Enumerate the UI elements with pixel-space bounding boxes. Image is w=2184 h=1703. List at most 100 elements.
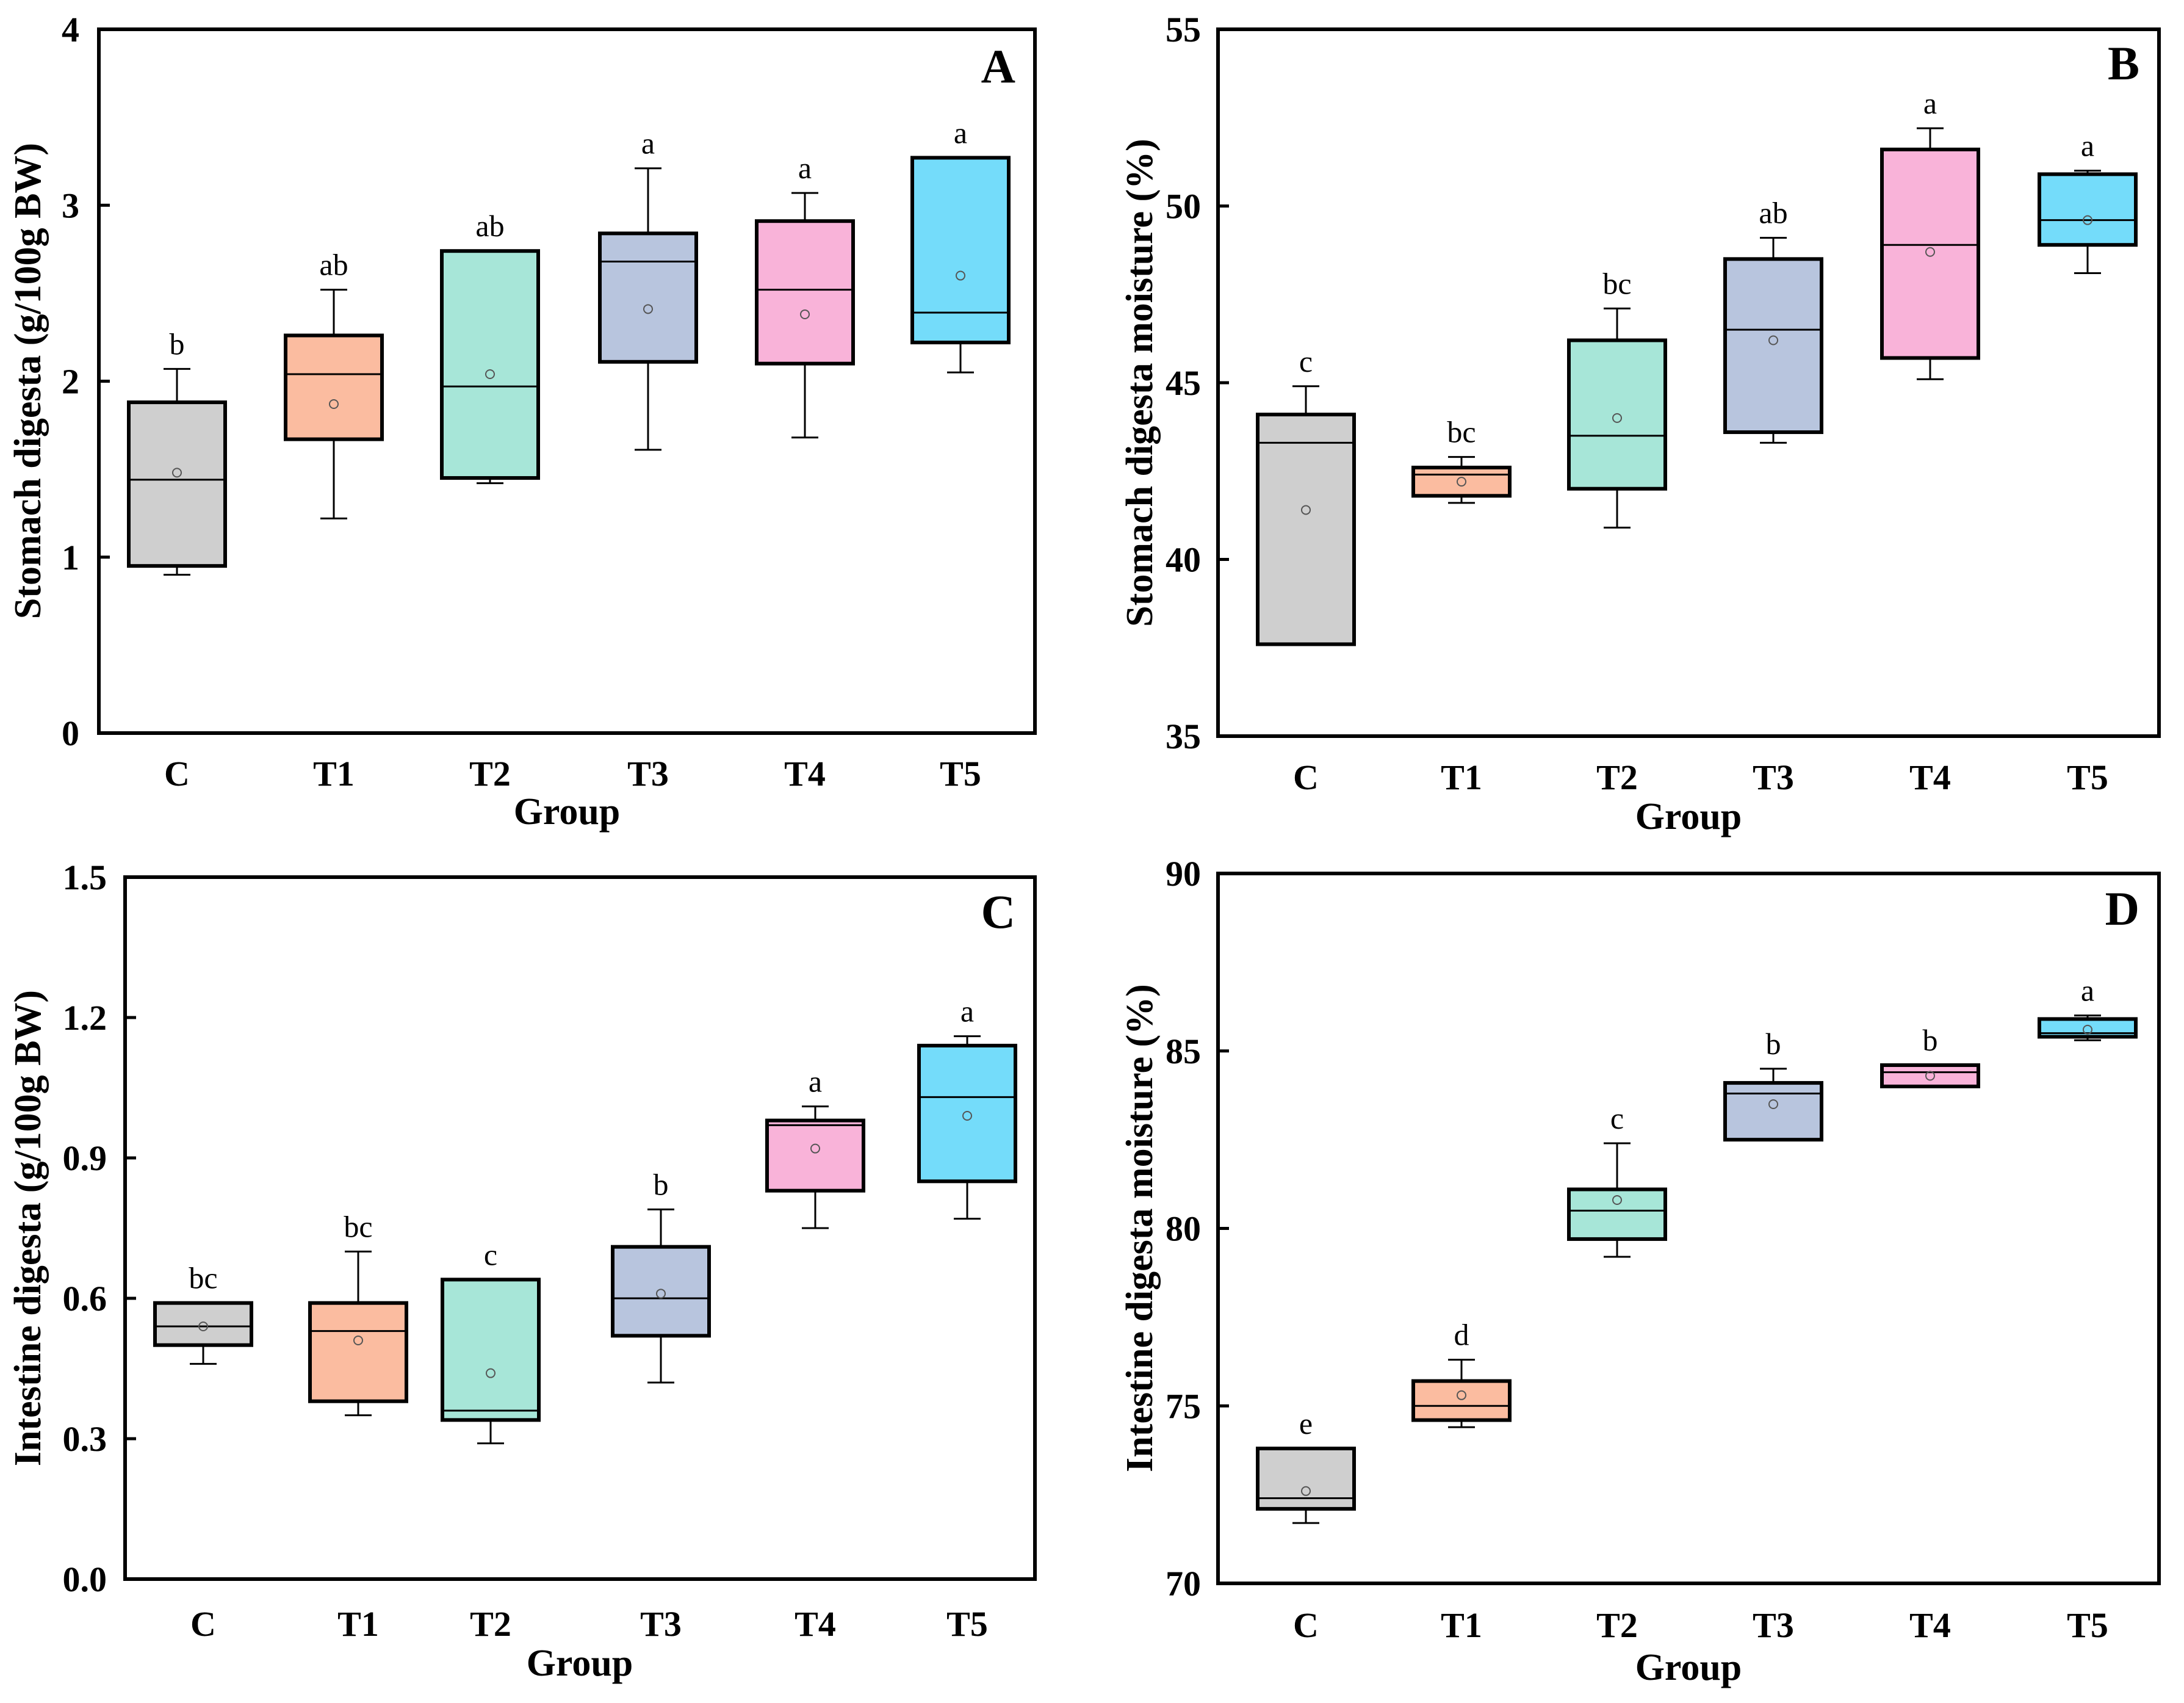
panel-c-significance-letter: a (809, 1065, 822, 1099)
panel-c-mean-marker (656, 1289, 666, 1299)
panel-a-box-t2 (440, 249, 540, 480)
panel-d-mean-marker (1457, 1390, 1466, 1400)
panel-a-y-axis-title: Stomach digesta (g/100g BW) (7, 143, 49, 619)
panel-a-box-t5 (910, 156, 1011, 345)
panel-c-x-tick-label: T2 (470, 1604, 511, 1644)
panel-c-significance-letter: bc (344, 1209, 372, 1243)
panel-b-x-tick-label: T5 (2067, 757, 2108, 797)
panel-c-mean-marker (198, 1322, 208, 1331)
panel-d-box-t3 (1723, 1081, 1823, 1142)
panel-a-y-tick-label: 1 (62, 538, 79, 577)
panel-c-x-tick-label: T1 (337, 1604, 379, 1644)
panel-b-significance-letter: a (1923, 86, 1937, 120)
panel-b-y-tick-label: 50 (1166, 187, 1201, 226)
panel-d-x-tick-label: C (1293, 1605, 1319, 1645)
panel-d-mean-marker (1768, 1099, 1778, 1109)
panel-d-y-tick-label: 90 (1166, 854, 1201, 894)
panel-a-significance-letter: ab (319, 248, 348, 282)
panel-b-mean-marker (1612, 413, 1622, 423)
panel-c-plot-frame (123, 875, 1037, 1581)
panel-b-mean-marker (2083, 215, 2092, 225)
panel-a-box-t4 (755, 219, 855, 366)
panel-a-mean-marker (485, 369, 495, 379)
panel-a-box-c (127, 400, 227, 568)
panel-a-box-t1 (284, 333, 384, 441)
panel-a-mean-marker (643, 304, 653, 314)
panel-a-x-tick-label: T4 (784, 754, 826, 794)
panel-b-x-tick-label: T3 (1753, 757, 1794, 797)
panel-b-x-tick-label: C (1293, 757, 1319, 797)
panel-d-mean-marker (2083, 1024, 2092, 1035)
panel-d-chart: D Group Intestine digesta moisture (%) 7… (1119, 854, 2161, 1688)
panel-d-y-tick-label: 85 (1166, 1032, 1201, 1071)
panel-b-significance-letter: bc (1602, 266, 1631, 300)
panel-a-x-tick-label: T2 (469, 754, 511, 794)
panel-a-significance-letter: a (641, 126, 655, 161)
panel-c-y-tick-label: 0.3 (63, 1419, 107, 1459)
panel-b-y-tick-label: 45 (1166, 363, 1201, 403)
panel-a-plot-frame (97, 27, 1037, 735)
panel-b-x-axis-title: Group (1635, 796, 1742, 837)
panel-d-x-tick-label: T3 (1753, 1605, 1794, 1645)
panel-c-significance-letter: bc (189, 1261, 217, 1295)
panel-a-x-tick-label: C (164, 754, 190, 794)
panel-c-box-t2 (441, 1278, 541, 1422)
panel-d-box-c (1256, 1447, 1356, 1511)
panel-c-mean-marker (962, 1111, 972, 1121)
panel-b-mean-marker (1925, 247, 1935, 257)
panel-c-y-tick-label: 1.2 (63, 998, 107, 1038)
panel-c-box-t3 (611, 1245, 711, 1338)
panel-a-significance-letter: ab (475, 209, 504, 243)
panel-d-significance-letter: b (1923, 1023, 1938, 1057)
panel-c-label: C (981, 885, 1015, 938)
panel-c-significance-letter: a (960, 994, 974, 1029)
panel-a-x-axis-title: Group (514, 791, 621, 833)
panel-d-y-axis-title: Intestine digesta moisture (%) (1119, 984, 1161, 1472)
panel-a-y-tick-label: 3 (62, 186, 79, 225)
panel-c-y-axis-title: Intestine digesta (g/100g BW) (7, 990, 49, 1466)
panel-b-x-tick-label: T2 (1596, 757, 1638, 797)
panel-c-box-t1 (308, 1301, 408, 1403)
panel-b-box-t4 (1880, 147, 1980, 360)
panel-b-significance-letter: bc (1447, 415, 1476, 449)
panel-a-mean-marker (956, 270, 965, 281)
panel-c-y-tick-label: 0.9 (63, 1138, 107, 1178)
panel-b-chart: B Group Stomach digesta moisture (%) 35 4… (1119, 10, 2161, 837)
panel-d-significance-letter: d (1454, 1318, 1469, 1352)
panel-c-chart: C Group Intestine digesta (g/100g BW) 0.… (7, 858, 1037, 1684)
panel-b-significance-letter: ab (1759, 196, 1787, 230)
panel-d-y-tick-label: 70 (1166, 1564, 1201, 1604)
panel-c-x-tick-label: T3 (640, 1604, 682, 1644)
panel-b-y-axis-title: Stomach digesta moisture (%) (1119, 139, 1161, 627)
panel-d-significance-letter: c (1610, 1101, 1624, 1135)
panel-a-chart: A Group Stomach digesta (g/100g BW) 0 1 2 3… (7, 10, 1037, 833)
panel-c-x-tick-label: C (190, 1604, 216, 1644)
panel-c-significance-letter: b (654, 1167, 669, 1201)
panel-c-y-tick-label: 0.0 (63, 1560, 107, 1599)
panel-c-x-tick-label: T4 (795, 1604, 836, 1644)
panel-c-mean-marker (353, 1336, 363, 1345)
panel-d-significance-letter: e (1299, 1406, 1313, 1441)
panel-b-significance-letter: c (1299, 344, 1313, 378)
panel-b-x-tick-label: T4 (1909, 757, 1951, 797)
panel-b-y-tick-label: 40 (1166, 540, 1201, 580)
panel-d-box-t2 (1567, 1187, 1667, 1241)
panel-b-x-tick-label: T1 (1441, 757, 1482, 797)
panel-d-x-axis-title: Group (1635, 1647, 1742, 1688)
panel-a-box-t3 (598, 231, 698, 364)
panel-c-y-tick-label: 1.5 (63, 858, 107, 897)
panel-a-x-tick-label: T5 (940, 754, 981, 794)
panel-d-y-tick-label: 80 (1166, 1209, 1201, 1249)
panel-a-mean-marker (800, 309, 810, 319)
panel-d-mean-marker (1925, 1071, 1935, 1081)
panel-a-significance-letter: a (798, 151, 812, 185)
panel-d-label: D (2105, 882, 2139, 935)
panel-c-box-t5 (917, 1044, 1017, 1184)
panel-a-y-tick-label: 4 (62, 10, 79, 49)
panel-d-y-tick-label: 75 (1166, 1386, 1201, 1426)
panel-d-box-t1 (1411, 1379, 1512, 1422)
panel-b-mean-marker (1457, 477, 1466, 487)
panel-d-plot-frame (1216, 872, 2161, 1585)
panel-b-box-t2 (1567, 338, 1667, 491)
